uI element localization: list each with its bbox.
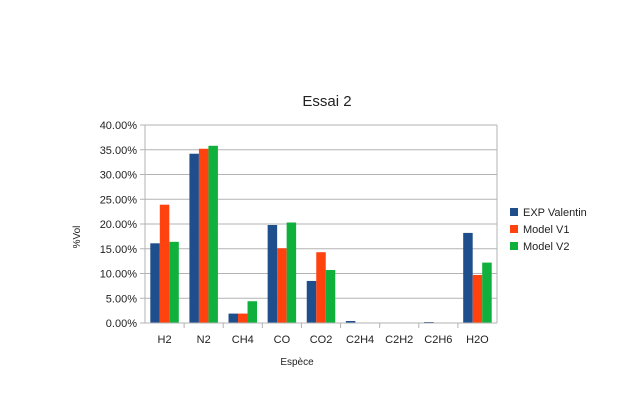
x-tick-label: H2O: [466, 334, 489, 346]
bar: [325, 270, 336, 323]
bar: [228, 313, 239, 323]
y-tick-label: 0.00%: [106, 318, 137, 330]
x-tick-label: CH4: [232, 334, 254, 346]
y-tick-label: 5.00%: [106, 293, 137, 305]
y-tick-label: 25.00%: [100, 194, 138, 206]
bar: [247, 301, 258, 323]
chart-title: Essai 2: [302, 93, 351, 110]
legend-label: Model V1: [523, 224, 569, 236]
x-tick-label: C2H4: [346, 334, 374, 346]
bar: [306, 280, 317, 323]
y-tick-label: 40.00%: [100, 120, 138, 132]
x-axis-title: Espèce: [280, 357, 314, 368]
bar: [267, 224, 278, 323]
axes: [144, 125, 498, 324]
bar: [316, 252, 326, 323]
bar: [208, 145, 218, 323]
bar: [169, 241, 179, 323]
x-tick-label: C2H6: [424, 334, 452, 346]
legend-label: Model V2: [523, 241, 569, 253]
bar: [198, 148, 209, 323]
legend: EXP Valentin Model V1 Model V2: [510, 207, 587, 253]
bar: [345, 321, 356, 323]
y-axis-title: %Vol: [72, 226, 83, 249]
bar: [189, 153, 199, 323]
x-tick-label: CO2: [310, 334, 333, 346]
bar: [159, 204, 170, 323]
bar: [277, 248, 287, 323]
legend-swatch: [510, 242, 518, 250]
x-tick-label: C2H2: [385, 334, 413, 346]
y-tick-label: 10.00%: [100, 269, 138, 281]
y-tick-label: 30.00%: [100, 170, 138, 182]
tick-labels: 0.00% 5.00% 10.00% 15.00% 20.00% 25.00% 30.00%…: [100, 120, 490, 346]
bar: [150, 243, 160, 323]
y-tick-label: 20.00%: [100, 219, 138, 231]
legend-swatch: [510, 208, 518, 216]
x-tick-label: N2: [197, 334, 211, 346]
y-tick-label: 15.00%: [100, 244, 138, 256]
x-tick-label: CO: [274, 334, 291, 346]
bar: [472, 274, 483, 323]
bar: [286, 222, 297, 323]
y-tick-label: 35.00%: [100, 145, 138, 157]
legend-swatch: [510, 225, 518, 233]
bar: [463, 232, 473, 323]
x-tick-label: H2: [158, 334, 172, 346]
bar: [482, 262, 492, 323]
bars: [150, 145, 492, 323]
bar: [238, 313, 248, 323]
legend-label: EXP Valentin: [523, 207, 587, 219]
